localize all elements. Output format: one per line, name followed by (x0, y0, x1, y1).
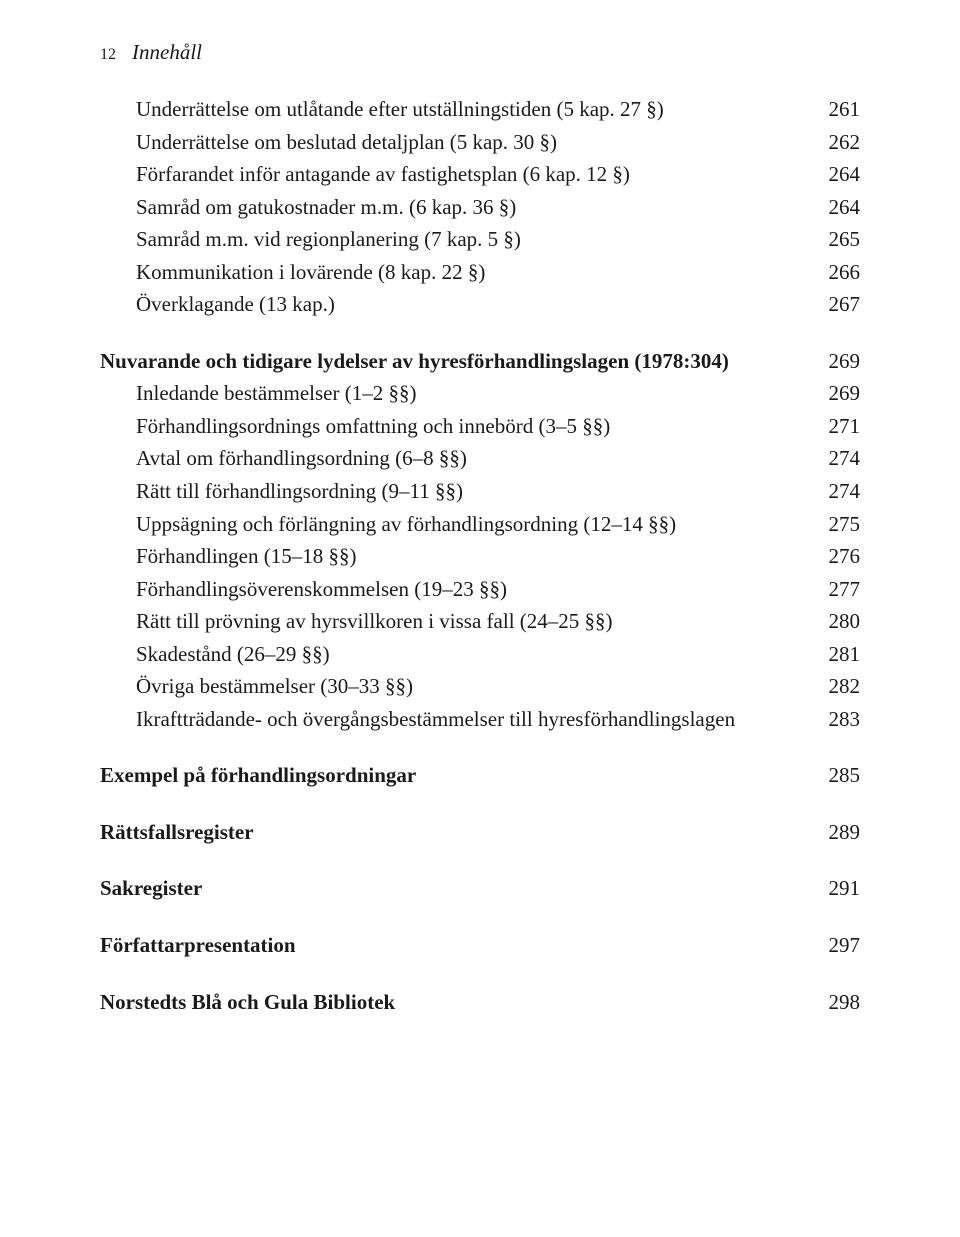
toc-entry-page: 264 (829, 158, 861, 191)
toc-entry-page: 269 (829, 377, 861, 410)
section-label: Innehåll (132, 40, 202, 65)
toc-row: Förhandlingsordnings omfattning och inne… (100, 410, 860, 443)
toc-block-1: Underrättelse om utlåtande efter utställ… (100, 93, 860, 321)
toc-row: Författarpresentation297 (100, 929, 860, 962)
toc-entry-page: 262 (829, 126, 861, 159)
toc-row: Rätt till förhandlingsordning (9–11 §§)2… (100, 475, 860, 508)
toc-entry-text: Rätt till förhandlingsordning (9–11 §§) (136, 475, 829, 508)
toc-entry-page: 285 (829, 759, 861, 792)
toc-entry-page: 289 (829, 816, 861, 849)
toc-entry-text: Förfarandet inför antagande av fastighet… (136, 158, 829, 191)
toc-row: Uppsägning och förlängning av förhandlin… (100, 508, 860, 541)
toc-heading-page: 269 (829, 345, 861, 378)
page-number-top: 12 (100, 46, 116, 64)
toc-entry-page: 281 (829, 638, 861, 671)
toc-entry-text: Förhandlingen (15–18 §§) (136, 540, 829, 573)
toc-row: Rättsfallsregister289 (100, 816, 860, 849)
toc-entry-page: 280 (829, 605, 861, 638)
toc-row: Rätt till prövning av hyrsvillkoren i vi… (100, 605, 860, 638)
toc-entry-text: Underrättelse om utlåtande efter utställ… (136, 93, 829, 126)
toc-entry-text: Uppsägning och förlängning av förhandlin… (136, 508, 829, 541)
toc-entry-text: Ikraftträdande- och övergångsbestämmelse… (136, 703, 829, 736)
toc-entry-text: Förhandlingsöverenskommelsen (19–23 §§) (136, 573, 829, 606)
toc-entry-page: 274 (829, 442, 861, 475)
toc-entry-page: 261 (829, 93, 861, 126)
toc-row: Avtal om förhandlingsordning (6–8 §§)274 (100, 442, 860, 475)
toc-row: Skadestånd (26–29 §§)281 (100, 638, 860, 671)
toc-entry-text: Underrättelse om beslutad detaljplan (5 … (136, 126, 829, 159)
toc-heading-text: Nuvarande och tidigare lydelser av hyres… (100, 345, 829, 378)
toc-heading-row: Nuvarande och tidigare lydelser av hyres… (100, 345, 860, 378)
toc-row: Förhandlingen (15–18 §§)276 (100, 540, 860, 573)
toc-row: Samråd m.m. vid regionplanering (7 kap. … (100, 223, 860, 256)
toc-entry-page: 264 (829, 191, 861, 224)
toc-entry-text: Avtal om förhandlingsordning (6–8 §§) (136, 442, 829, 475)
toc-entry-text: Exempel på förhandlingsordningar (100, 759, 829, 792)
page-header: 12 Innehåll (100, 40, 860, 65)
toc-row: Underrättelse om utlåtande efter utställ… (100, 93, 860, 126)
toc-entry-page: 282 (829, 670, 861, 703)
toc-entry-page: 267 (829, 288, 861, 321)
toc-row: Exempel på förhandlingsordningar285 (100, 759, 860, 792)
toc-entry-page: 266 (829, 256, 861, 289)
toc-entry-page: 275 (829, 508, 861, 541)
toc-entry-text: Överklagande (13 kap.) (136, 288, 829, 321)
toc-block-2: Nuvarande och tidigare lydelser av hyres… (100, 345, 860, 736)
toc-entry-page: 277 (829, 573, 861, 606)
toc-entry-text: Samråd om gatukostnader m.m. (6 kap. 36 … (136, 191, 829, 224)
toc-entry-text: Författarpresentation (100, 929, 829, 962)
toc-entry-text: Kommunikation i lovärende (8 kap. 22 §) (136, 256, 829, 289)
toc-entry-text: Skadestånd (26–29 §§) (136, 638, 829, 671)
toc-entry-text: Sakregister (100, 872, 829, 905)
toc-entry-text: Samråd m.m. vid regionplanering (7 kap. … (136, 223, 829, 256)
toc-entry-page: 297 (829, 929, 861, 962)
toc-entry-text: Förhandlingsordnings omfattning och inne… (136, 410, 829, 443)
toc-entry-text: Norstedts Blå och Gula Bibliotek (100, 986, 829, 1019)
toc-entry-page: 265 (829, 223, 861, 256)
toc-entry-text: Rättsfallsregister (100, 816, 829, 849)
toc-row: Kommunikation i lovärende (8 kap. 22 §)2… (100, 256, 860, 289)
toc-entry-text: Övriga bestämmelser (30–33 §§) (136, 670, 829, 703)
toc-block-3: Exempel på förhandlingsordningar285Rätts… (100, 759, 860, 1018)
toc-entry-page: 283 (829, 703, 861, 736)
toc-entry-page: 291 (829, 872, 861, 905)
toc-row: Underrättelse om beslutad detaljplan (5 … (100, 126, 860, 159)
toc-row: Samråd om gatukostnader m.m. (6 kap. 36 … (100, 191, 860, 224)
toc-entry-page: 276 (829, 540, 861, 573)
toc-entry-text: Rätt till prövning av hyrsvillkoren i vi… (136, 605, 829, 638)
toc-entry-text: Inledande bestämmelser (1–2 §§) (136, 377, 829, 410)
toc-entry-page: 274 (829, 475, 861, 508)
toc-row: Förhandlingsöverenskommelsen (19–23 §§)2… (100, 573, 860, 606)
toc-row: Inledande bestämmelser (1–2 §§)269 (100, 377, 860, 410)
toc-row: Sakregister291 (100, 872, 860, 905)
toc-row: Övriga bestämmelser (30–33 §§)282 (100, 670, 860, 703)
toc-entry-page: 298 (829, 986, 861, 1019)
toc-row: Ikraftträdande- och övergångsbestämmelse… (100, 703, 860, 736)
toc-entry-page: 271 (829, 410, 861, 443)
toc-row: Förfarandet inför antagande av fastighet… (100, 158, 860, 191)
toc-row: Överklagande (13 kap.)267 (100, 288, 860, 321)
toc-row: Norstedts Blå och Gula Bibliotek298 (100, 986, 860, 1019)
